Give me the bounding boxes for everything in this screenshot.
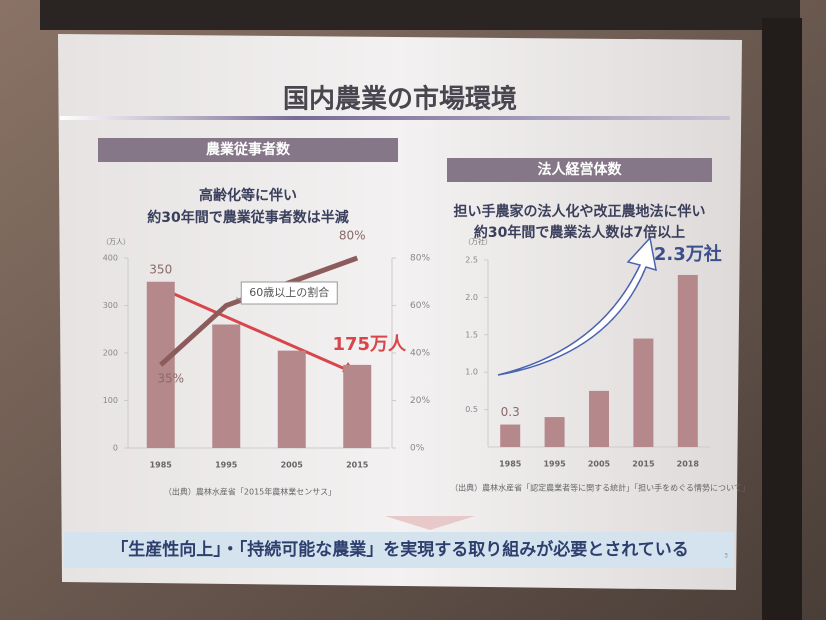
- y2-tick-label: 40%: [410, 349, 430, 359]
- y2-tick-label: 20%: [410, 396, 430, 406]
- y2-tick-label: 0%: [410, 444, 425, 454]
- conclusion-band: [64, 532, 734, 568]
- value-label: 175万人: [332, 334, 407, 355]
- y-tick-label: 1.5: [465, 330, 478, 339]
- bar: [277, 350, 306, 448]
- source: （出典）農林水産省「認定農業者等に関する統計」「担い手をめぐる情勢について」: [450, 483, 750, 493]
- y-unit: （万社）: [464, 237, 492, 246]
- x-tick-label: 2005: [588, 460, 611, 469]
- growth-arrow: [497, 236, 657, 376]
- down-arrow: [385, 516, 475, 530]
- y-tick-label: 2.5: [465, 256, 478, 265]
- slide-title: 国内農業の市場環境: [283, 84, 517, 115]
- panel-subtitle: 約30年間で農業従事者数は半減: [147, 209, 348, 226]
- x-tick-label: 2015: [346, 461, 369, 470]
- callout-box: [240, 281, 338, 305]
- y-tick-label: 100: [103, 396, 118, 405]
- x-tick-label: 2005: [281, 461, 304, 470]
- page-number: 3: [724, 553, 728, 560]
- x-tick-label: 2018: [677, 460, 700, 469]
- screen-top: [40, 0, 800, 30]
- value-label: 80%: [339, 229, 366, 243]
- bar: [677, 274, 698, 447]
- x-tick-label: 2015: [632, 460, 655, 469]
- bar: [500, 424, 521, 447]
- value-label: 350: [149, 262, 172, 276]
- y-tick-label: 400: [103, 254, 118, 263]
- x-tick-label: 1985: [499, 460, 522, 469]
- value-label: 0.3: [501, 405, 520, 419]
- y-tick-label: 0.5: [465, 405, 478, 414]
- screen-edge: [762, 18, 802, 620]
- panel-subtitle: 約30年間で農業法人数は7倍以上: [474, 224, 685, 241]
- bar: [589, 390, 609, 447]
- conclusion: 「生産性向上」・「持続可能な農業」を実現する取り組みが必要とされている: [111, 539, 689, 560]
- bar: [212, 324, 241, 448]
- panel-header: [98, 138, 398, 162]
- bar: [343, 364, 372, 448]
- decline-arrow: [164, 288, 353, 374]
- source: （出典）農林水産省「2015年農林業センサス」: [164, 487, 336, 497]
- panel-subtitle: 担い手農家の法人化や改正農地法に伴い: [454, 203, 706, 220]
- x-tick-label: 1985: [150, 461, 173, 470]
- y-tick-label: 200: [103, 349, 118, 358]
- callout-label: 60歳以上の割合: [249, 285, 329, 299]
- y-tick-label: 0: [113, 444, 118, 453]
- title-underline: [60, 116, 730, 120]
- x-tick-label: 1995: [543, 460, 566, 469]
- panel-subtitle: 高齢化等に伴い: [199, 187, 297, 204]
- panel-header: [447, 158, 712, 182]
- y-tick-label: 2.0: [465, 293, 478, 302]
- value-label: 2.3万社: [654, 243, 722, 265]
- y2-tick-label: 60%: [410, 301, 430, 311]
- y2-tick-label: 80%: [410, 254, 430, 264]
- panel-title: 農業従事者数: [206, 141, 291, 158]
- y-unit: （万人）: [102, 238, 130, 246]
- bar: [544, 417, 565, 447]
- bar: [633, 338, 654, 447]
- x-tick-label: 1995: [215, 461, 238, 470]
- y-tick-label: 1.0: [465, 368, 478, 377]
- panel-title: 法人経営体数: [538, 161, 623, 178]
- value-label: 35%: [157, 371, 184, 385]
- y-tick-label: 300: [103, 301, 118, 310]
